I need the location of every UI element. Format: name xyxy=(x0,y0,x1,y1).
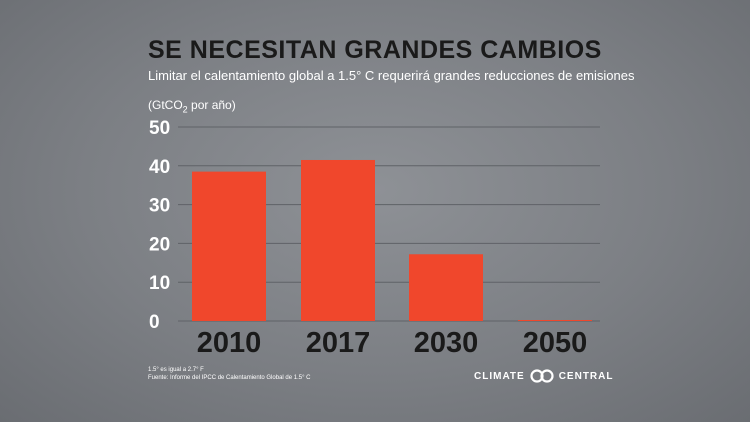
chart-subtitle: Limitar el calentamiento global a 1.5° C… xyxy=(148,68,635,83)
chart-title: SE NECESITAN GRANDES CAMBIOS xyxy=(148,36,602,64)
bar-2030 xyxy=(409,254,483,321)
climate-central-rings-icon xyxy=(530,369,554,383)
y-tick-label: 40 xyxy=(149,157,170,178)
bar-2017 xyxy=(301,159,375,321)
bar-2050 xyxy=(518,320,592,321)
y-tick-label: 0 xyxy=(149,312,160,333)
y-tick-label: 30 xyxy=(149,196,170,217)
x-tick-label-2030: 2030 xyxy=(414,327,479,359)
footnote: 1.5° es igual a 2.7° F Fuente: Informe d… xyxy=(148,366,311,382)
unit-suffix: por año) xyxy=(187,98,236,112)
logo-text-left: CLIMATE xyxy=(474,370,525,382)
x-tick-label-2017: 2017 xyxy=(306,327,371,359)
climate-central-logo: CLIMATE CENTRAL xyxy=(474,369,613,383)
footnote-source: Fuente: Informe del IPCC de Calentamient… xyxy=(148,375,311,381)
x-tick-labels: 2010 2017 2030 2050 xyxy=(197,327,588,359)
footnote-line-1: 1.5° es igual a 2.7° F xyxy=(148,367,204,373)
y-tick-label: 50 xyxy=(149,118,170,139)
logo-text-right: CENTRAL xyxy=(558,370,614,382)
unit-prefix: (GtCO xyxy=(148,98,183,112)
bar-2010 xyxy=(192,171,266,321)
unit-subscript: 2 xyxy=(182,104,188,115)
y-axis-unit-label: (GtCO2 por año) xyxy=(148,98,236,114)
y-tick-label: 10 xyxy=(149,273,170,294)
x-tick-label-2050: 2050 xyxy=(523,327,588,359)
x-tick-label-2010: 2010 xyxy=(197,327,262,359)
y-tick-label: 20 xyxy=(149,234,170,255)
bars xyxy=(192,159,592,321)
y-tick-labels: 0 10 20 30 40 50 xyxy=(149,118,170,333)
